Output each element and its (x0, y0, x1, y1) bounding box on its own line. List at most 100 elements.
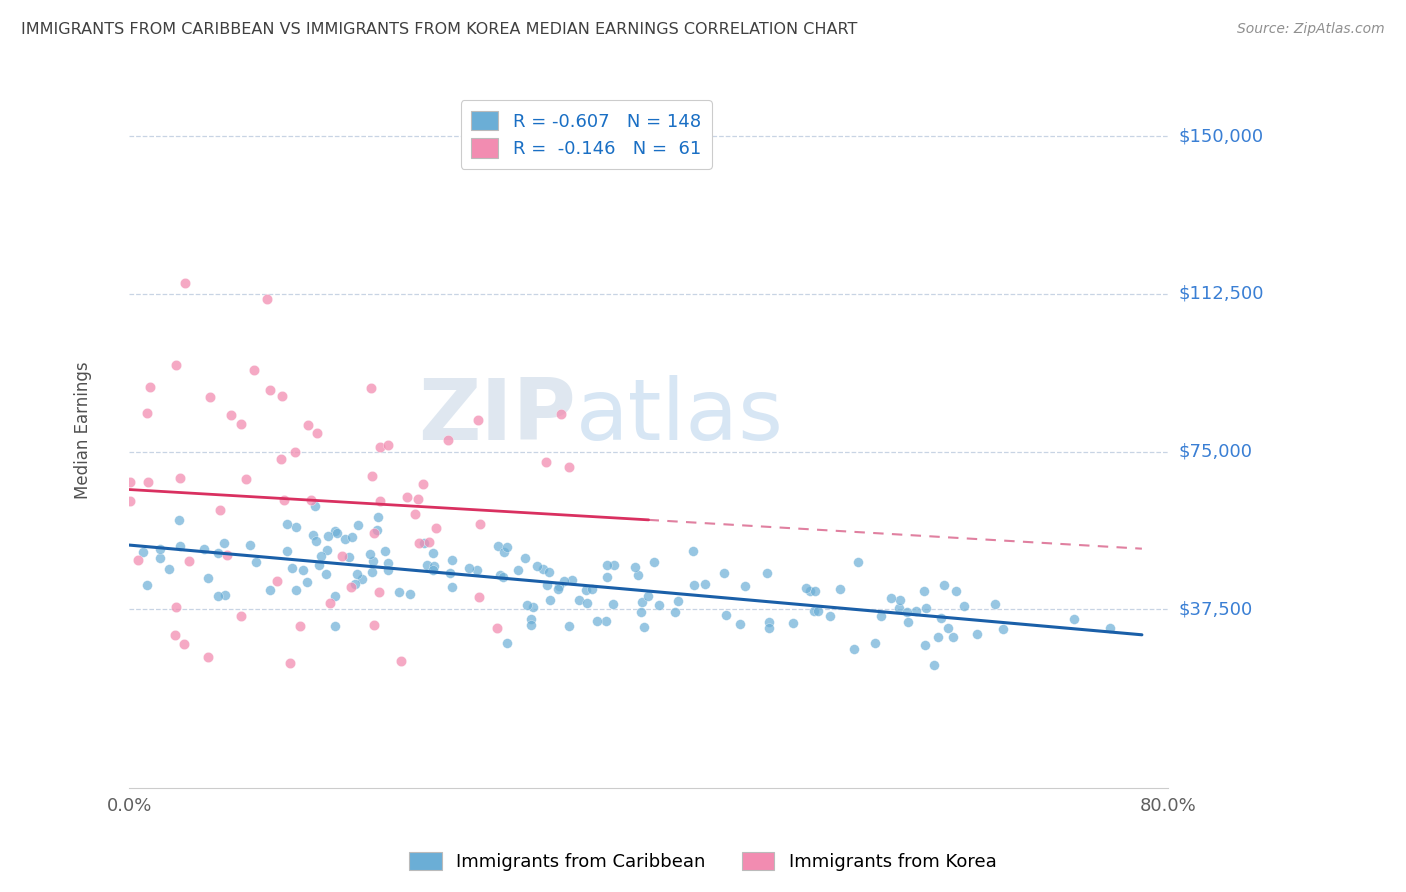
Point (889, 601, 911, 615)
Point (301, 528, 323, 542)
Point (308, 558, 330, 572)
Point (536, 578, 558, 592)
Point (799, 584, 821, 599)
Point (693, 577, 716, 591)
Point (340, 531, 363, 545)
Point (315, 566, 337, 581)
Point (330, 549, 353, 563)
Point (363, 526, 385, 541)
Point (603, 558, 626, 573)
Point (631, 595, 654, 609)
Text: atlas: atlas (576, 375, 785, 458)
Point (276, 544, 298, 558)
Point (347, 517, 370, 532)
Point (842, 642, 865, 657)
Point (325, 526, 347, 541)
Point (367, 509, 389, 524)
Point (441, 580, 464, 594)
Point (643, 555, 665, 569)
Point (683, 578, 706, 592)
Point (285, 520, 308, 534)
Point (457, 561, 479, 575)
Point (714, 607, 737, 622)
Point (630, 605, 652, 619)
Point (323, 590, 346, 604)
Point (323, 524, 346, 538)
Point (361, 469, 384, 483)
Point (467, 413, 489, 427)
Point (398, 587, 420, 601)
Point (666, 594, 689, 608)
Point (830, 582, 852, 596)
Point (412, 476, 434, 491)
Point (515, 598, 537, 612)
Point (323, 619, 346, 633)
Point (439, 566, 461, 580)
Point (547, 579, 569, 593)
Point (304, 499, 326, 513)
Point (495, 636, 517, 650)
Point (266, 574, 288, 588)
Point (945, 583, 967, 598)
Point (734, 579, 756, 593)
Point (465, 564, 488, 578)
Point (531, 562, 554, 576)
Text: Source: ZipAtlas.com: Source: ZipAtlas.com (1237, 22, 1385, 37)
Point (936, 621, 959, 635)
Point (418, 534, 440, 549)
Text: $150,000: $150,000 (1180, 127, 1264, 145)
Point (132, 544, 155, 558)
Point (929, 610, 952, 624)
Point (396, 490, 419, 504)
Point (557, 618, 579, 632)
Text: IMMIGRANTS FROM CARIBBEAN VS IMMIGRANTS FROM KOREA MEDIAN EARNINGS CORRELATION C: IMMIGRANTS FROM CARIBBEAN VS IMMIGRANTS … (21, 22, 858, 37)
Point (413, 536, 436, 550)
Point (259, 384, 281, 398)
Point (880, 591, 903, 605)
Point (284, 583, 307, 598)
Point (422, 563, 444, 577)
Point (896, 605, 918, 619)
Point (912, 583, 935, 598)
Point (422, 546, 444, 560)
Point (281, 561, 304, 575)
Point (585, 614, 607, 628)
Point (215, 548, 238, 562)
Text: ZIP: ZIP (418, 375, 576, 458)
Point (197, 649, 219, 664)
Point (782, 616, 804, 631)
Point (149, 550, 172, 565)
Point (346, 566, 368, 581)
Point (198, 390, 221, 404)
Point (803, 604, 825, 618)
Point (889, 592, 911, 607)
Point (682, 544, 704, 558)
Point (526, 559, 548, 574)
Point (118, 475, 141, 490)
Point (136, 406, 159, 420)
Point (818, 609, 841, 624)
Point (558, 459, 581, 474)
Point (284, 445, 307, 459)
Point (756, 566, 779, 580)
Point (983, 597, 1005, 611)
Point (174, 276, 197, 290)
Point (309, 549, 332, 563)
Point (804, 584, 827, 599)
Point (120, 494, 142, 508)
Point (127, 553, 149, 567)
Point (149, 542, 172, 557)
Point (596, 569, 619, 583)
Point (1098, 621, 1121, 635)
Point (157, 562, 180, 576)
Point (758, 615, 780, 629)
Point (212, 535, 235, 549)
Point (361, 554, 384, 568)
Point (377, 563, 399, 577)
Text: $37,500: $37,500 (1180, 600, 1253, 618)
Point (389, 655, 412, 669)
Point (297, 417, 319, 432)
Point (136, 578, 159, 592)
Point (197, 571, 219, 585)
Point (489, 567, 512, 582)
